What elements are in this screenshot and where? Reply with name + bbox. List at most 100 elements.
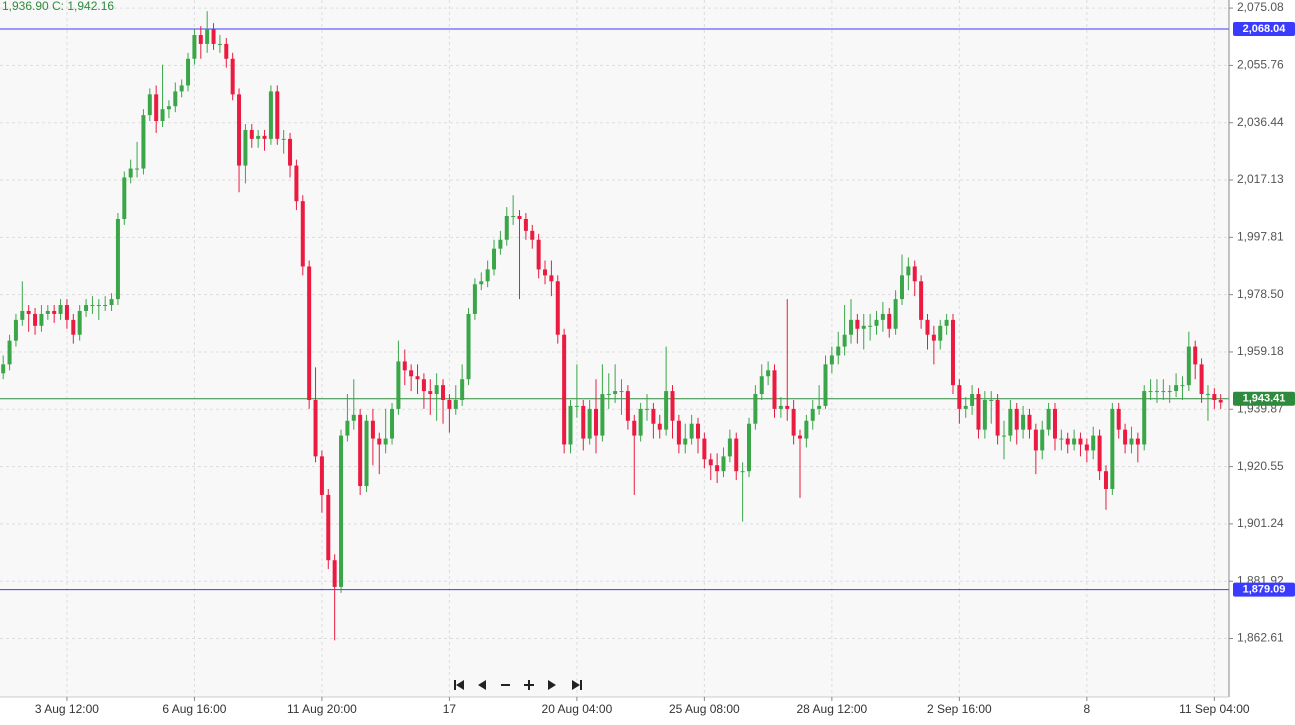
candle-body xyxy=(925,319,930,335)
candle-body xyxy=(154,94,159,122)
candle-body xyxy=(523,218,528,231)
candle-body xyxy=(147,94,152,116)
candle-body xyxy=(434,385,439,395)
navigation-bar xyxy=(454,680,582,690)
candle-body xyxy=(1097,435,1102,472)
ohlc-close: C: 1,942.16 xyxy=(52,0,114,13)
candle-body xyxy=(370,420,375,439)
candle-body xyxy=(141,115,146,169)
candle-body xyxy=(817,405,822,409)
candle-body xyxy=(453,399,458,409)
candle-body xyxy=(957,385,962,409)
price-label: 1,879.09 xyxy=(1243,584,1286,596)
candle-body xyxy=(504,216,509,240)
candle-body xyxy=(734,438,739,472)
plot-background xyxy=(0,0,1229,697)
candle-body xyxy=(721,456,726,472)
candle-body xyxy=(249,129,254,139)
candle-body xyxy=(708,459,713,466)
candle-body xyxy=(1052,408,1057,439)
candle-body xyxy=(377,438,382,445)
candle-body xyxy=(536,239,541,270)
candle-body xyxy=(1103,471,1108,489)
candle-body xyxy=(173,91,178,107)
y-tick-label: 1,862.61 xyxy=(1237,631,1284,645)
nav-prev[interactable] xyxy=(478,680,486,690)
candle-body xyxy=(1186,346,1191,386)
candle-body xyxy=(1135,438,1140,445)
candle-body xyxy=(198,35,203,44)
candle-body xyxy=(1205,394,1210,396)
candle-body xyxy=(549,275,554,282)
candle-body xyxy=(938,325,943,341)
candle-body xyxy=(1110,408,1115,489)
candle-body xyxy=(651,408,656,424)
candle-body xyxy=(562,334,567,445)
candle-body xyxy=(645,408,650,410)
candle-body xyxy=(1167,391,1172,393)
y-tick-label: 2,075.08 xyxy=(1237,0,1284,14)
candle-body xyxy=(45,310,50,314)
candle-body xyxy=(868,325,873,327)
candle-body xyxy=(829,355,834,365)
candle-body xyxy=(281,138,286,140)
candle-body xyxy=(931,334,936,341)
candle-body xyxy=(1091,435,1096,451)
candle-body xyxy=(1059,438,1064,440)
price-label: 2,068.04 xyxy=(1243,23,1287,35)
candle-body xyxy=(122,177,127,219)
candle-body xyxy=(855,319,860,329)
candle-body xyxy=(1142,391,1147,445)
candle-body xyxy=(13,319,18,341)
price-label-box xyxy=(1233,391,1295,406)
candle-body xyxy=(836,346,841,356)
candle-body xyxy=(71,319,76,335)
nav-zoom-out[interactable] xyxy=(501,684,510,686)
y-tick-label: 2,036.44 xyxy=(1237,115,1284,129)
candle-body xyxy=(791,408,796,436)
candle-body xyxy=(288,138,293,166)
candle-body xyxy=(1154,391,1159,393)
candle-body xyxy=(950,319,955,386)
candle-body xyxy=(103,305,108,307)
candle-body xyxy=(7,340,12,365)
candle-body xyxy=(887,313,892,329)
price-label-box xyxy=(1233,582,1295,597)
candle-body xyxy=(638,408,643,436)
candle-body xyxy=(485,269,490,282)
candle-body xyxy=(606,394,611,396)
candle-body xyxy=(670,391,675,421)
nav-first[interactable] xyxy=(454,680,464,690)
candle-body xyxy=(976,394,981,430)
candle-body xyxy=(1065,438,1070,445)
candle-body xyxy=(517,216,522,219)
candle-body xyxy=(313,399,318,457)
nav-next[interactable] xyxy=(548,680,556,690)
candle-body xyxy=(600,394,605,436)
candle-body xyxy=(1014,408,1019,430)
candle-body xyxy=(530,230,535,240)
y-tick-label: 2,017.13 xyxy=(1237,172,1284,186)
candle-body xyxy=(568,405,573,445)
x-tick-label: 28 Aug 12:00 xyxy=(797,702,868,716)
nav-zoom-in[interactable] xyxy=(524,680,534,690)
candle-body xyxy=(396,361,401,409)
candle-body xyxy=(160,109,165,122)
candle-body xyxy=(1148,391,1153,393)
nav-last[interactable] xyxy=(572,680,582,690)
candle-body xyxy=(683,438,688,445)
candle-body xyxy=(766,370,771,377)
candle-body xyxy=(332,560,337,587)
candle-body xyxy=(619,391,624,393)
candle-body xyxy=(1040,429,1045,451)
x-tick-label: 11 Sep 04:00 xyxy=(1179,702,1250,716)
x-tick-label: 25 Aug 08:00 xyxy=(669,702,740,716)
candle-body xyxy=(364,420,369,487)
candle-body xyxy=(995,399,1000,436)
candle-body xyxy=(243,129,248,166)
candle-body xyxy=(1129,438,1134,445)
candle-body xyxy=(1,364,6,374)
candle-body xyxy=(90,305,95,307)
candle-body xyxy=(268,91,273,139)
candle-body xyxy=(1021,414,1026,430)
